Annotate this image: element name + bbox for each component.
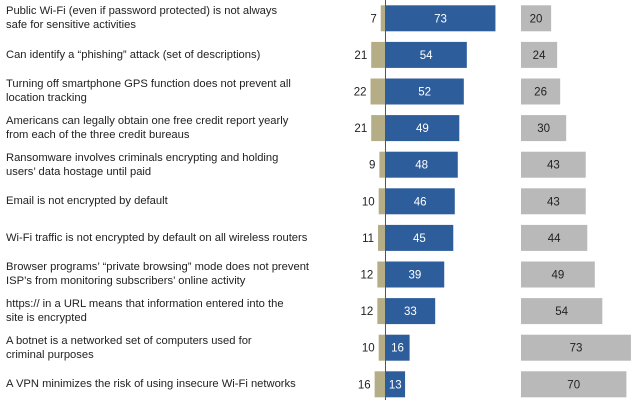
bar-mid-label-6: 45 <box>413 233 426 245</box>
category-label-line: Public Wi-Fi (even if password protected… <box>6 5 278 18</box>
bar-left-label-6: 11 <box>362 233 374 245</box>
bar-left-label-5: 10 <box>362 196 375 208</box>
bar-mid-label-2: 52 <box>418 87 431 99</box>
bar-mid-label-7: 39 <box>408 270 421 282</box>
bar-mid-10 <box>385 371 406 398</box>
bar-mid-label-5: 46 <box>414 196 427 208</box>
bar-right-label-3: 30 <box>537 123 550 135</box>
bar-right-1 <box>521 41 558 68</box>
bar-right-6 <box>521 224 588 251</box>
bar-mid-label-3: 49 <box>416 123 429 135</box>
bar-mid-3 <box>385 115 460 142</box>
bar-mid-label-9: 16 <box>391 343 404 355</box>
bar-right-label-7: 49 <box>551 270 564 282</box>
category-label-line: Americans can legally obtain one free cr… <box>6 115 289 128</box>
category-label-line: users’ data hostage until paid <box>6 165 152 178</box>
bar-right-label-2: 26 <box>534 87 547 99</box>
bar-mid-6 <box>385 224 454 251</box>
category-label-1: Can identify a “phishing” attack (set of… <box>6 37 324 74</box>
bar-right-3 <box>521 115 567 142</box>
bar-right-label-0: 20 <box>530 13 543 25</box>
category-label-line: ISP’s from monitoring subscribers’ onlin… <box>6 275 246 288</box>
bar-right-5 <box>521 188 586 215</box>
bar-left-label-2: 22 <box>354 87 367 99</box>
bar-mid-1 <box>385 41 467 68</box>
category-label-line: Email is not encrypted by default <box>6 195 168 208</box>
category-label-line: Wi-Fi traffic is not encrypted by defaul… <box>6 231 308 244</box>
bar-mid-0 <box>385 5 496 32</box>
category-label-line: Turning off smartphone GPS function does… <box>6 78 291 91</box>
category-label-4: Ransomware involves criminals encrypting… <box>6 146 324 183</box>
bar-mid-5 <box>385 188 455 215</box>
category-label-0: Public Wi-Fi (even if password protected… <box>6 0 324 37</box>
bar-right-label-8: 54 <box>555 306 568 318</box>
bar-mid-label-0: 73 <box>434 13 447 25</box>
bar-mid-label-4: 48 <box>415 160 428 172</box>
category-label-line: criminal purposes <box>6 348 94 361</box>
bar-right-label-4: 43 <box>547 160 560 172</box>
category-label-line: from each of the three credit bureaus <box>6 129 190 142</box>
bar-right-label-1: 24 <box>533 50 546 62</box>
bar-mid-4 <box>385 151 458 178</box>
bar-mid-label-10: 13 <box>389 379 402 391</box>
bar-right-2 <box>521 78 561 105</box>
bar-right-4 <box>521 151 586 178</box>
category-label-line: site is encrypted <box>6 312 87 325</box>
category-label-7: Browser programs’ “private browsing” mod… <box>6 256 324 293</box>
bar-left-label-8: 12 <box>361 306 374 318</box>
bar-left-8 <box>377 298 386 325</box>
bar-right-9 <box>521 334 631 361</box>
category-label-2: Turning off smartphone GPS function does… <box>6 73 324 110</box>
category-label-3: Americans can legally obtain one free cr… <box>6 110 324 147</box>
bar-left-label-3: 21 <box>354 123 367 135</box>
bar-left-label-10: 16 <box>358 379 371 391</box>
bar-mid-8 <box>385 298 436 325</box>
category-label-line: location tracking <box>6 92 87 105</box>
category-label-line: Browser programs’ “private browsing” mod… <box>6 261 310 274</box>
bar-left-2 <box>370 78 386 105</box>
bar-mid-label-8: 33 <box>404 306 417 318</box>
bar-left-0 <box>380 5 386 32</box>
bar-right-label-5: 43 <box>547 196 560 208</box>
bar-left-label-4: 9 <box>369 160 375 172</box>
bar-left-label-7: 12 <box>361 270 374 282</box>
bar-left-label-9: 10 <box>362 343 375 355</box>
bar-right-0 <box>521 5 552 32</box>
bar-left-7 <box>377 261 386 288</box>
bar-left-label-0: 7 <box>370 13 376 25</box>
bar-left-3 <box>371 115 386 142</box>
category-label-10: A VPN minimizes the risk of using insecu… <box>6 366 324 403</box>
bar-right-10 <box>521 371 627 398</box>
bar-mid-2 <box>385 78 464 105</box>
bar-right-label-6: 44 <box>548 233 561 245</box>
bar-left-5 <box>378 188 386 215</box>
bar-mid-9 <box>385 334 410 361</box>
category-label-line: safe for sensitive activities <box>6 19 136 32</box>
bar-right-8 <box>521 298 603 325</box>
bar-mid-7 <box>385 261 445 288</box>
bar-left-4 <box>379 151 386 178</box>
bar-mid-label-1: 54 <box>420 50 433 62</box>
category-label-line: https:// in a URL means that information… <box>6 298 284 311</box>
bar-left-1 <box>371 41 386 68</box>
bar-left-label-1: 21 <box>354 50 367 62</box>
category-label-line: A VPN minimizes the risk of using insecu… <box>6 378 296 391</box>
category-label-8: https:// in a URL means that information… <box>6 293 324 330</box>
bar-left-9 <box>378 334 386 361</box>
bar-right-label-9: 73 <box>570 343 583 355</box>
category-label-line: A botnet is a networked set of computers… <box>6 334 252 347</box>
category-label-line: Can identify a “phishing” attack (set of… <box>6 48 261 61</box>
category-label-line: Ransomware involves criminals encrypting… <box>6 151 279 164</box>
category-label-9: A botnet is a networked set of computers… <box>6 329 324 366</box>
bar-left-10 <box>374 371 386 398</box>
bar-right-label-10: 70 <box>567 379 580 391</box>
category-label-5: Email is not encrypted by default <box>6 183 324 220</box>
category-label-6: Wi-Fi traffic is not encrypted by defaul… <box>6 220 324 257</box>
bar-left-6 <box>378 224 386 251</box>
bar-right-7 <box>521 261 595 288</box>
